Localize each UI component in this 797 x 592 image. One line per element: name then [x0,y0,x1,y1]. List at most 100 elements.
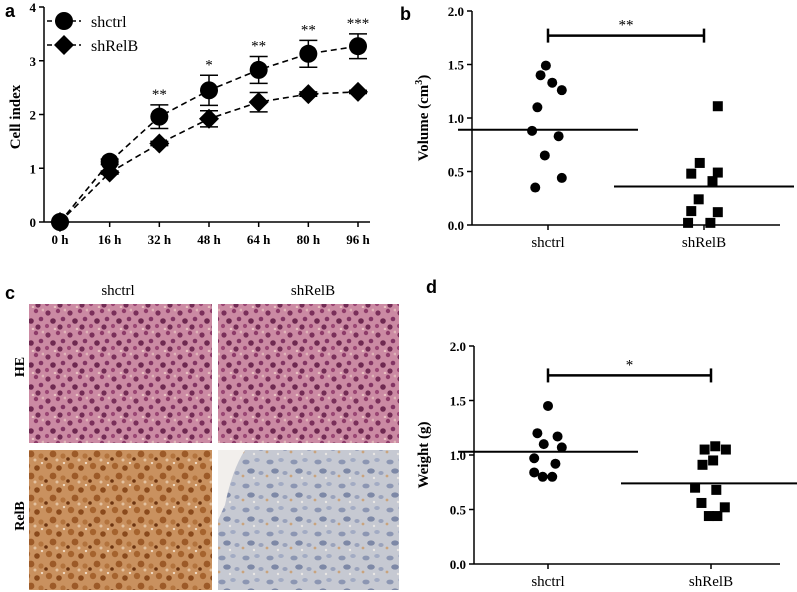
panel-d-ytick-label: 1.5 [450,394,467,409]
panel-b-significance-label: ** [619,18,634,34]
point-shRelB [710,441,720,451]
histology-row-label-relb: RelB [13,501,28,531]
panel-letter-b: b [400,4,411,24]
panel-a-ytick-label: 0 [30,215,37,230]
point-shctrl [557,85,567,95]
panel-b-ytick-label: 0.5 [448,165,465,180]
point-shRelB [695,158,705,168]
point-shRelB [713,101,723,111]
point-shctrl [200,81,218,99]
point-shRelB [712,511,722,521]
histology-header-shrelb: shRelB [291,283,335,299]
panel-d-points: * [458,357,797,521]
panel-d-ytick-label: 1.0 [450,448,466,463]
panel-a-xtick-label: 48 h [197,232,221,247]
legend-marker-shctrl [55,12,73,30]
point-shctrl [553,431,563,441]
point-shctrl [532,102,542,112]
panel-a-xtick-label: 80 h [297,232,321,247]
panel-a-legend: shctrl shRelB [47,12,138,55]
panel-a-xtick-label: 0 h [52,232,70,247]
significance-marker: *** [347,16,370,32]
point-shctrl [349,37,367,55]
point-shRelB [705,218,715,228]
panel-d-ytick-label: 2.0 [450,339,466,354]
point-shRelB [149,134,169,154]
panel-d-ylabel: Weight (g) [416,421,432,488]
point-shctrl [547,78,557,88]
figure: a b c d 012340 h 16 h 32 h 48 h 64 h 80 h 96 h… [0,0,797,592]
point-shctrl [530,183,540,193]
histology-image-he-shctrl [29,304,212,443]
point-shctrl [547,472,557,482]
histology-image-relb-shctrl [29,450,212,590]
point-shRelB [50,212,70,232]
panel-b-points: ** [458,18,794,228]
point-shctrl [299,45,317,63]
panel-a-ytick-label: 2 [30,108,37,123]
point-shRelB [707,176,717,186]
legend-label-shctrl: shctrl [91,14,127,31]
point-shRelB [249,92,269,112]
panel-a-xtick-label: 96 h [346,232,370,247]
panel-a-ylabel: Cell index [8,84,24,149]
point-shRelB [696,498,706,508]
point-shctrl [539,439,549,449]
panel-a-xtick-label: 64 h [247,232,271,247]
point-shctrl [529,453,539,463]
point-shctrl [250,61,268,79]
histology-row-label-he: HE [13,357,28,377]
point-shRelB [711,485,721,495]
histology-image-relb-shrelb [218,450,399,590]
panel-letter-c: c [5,283,15,303]
point-shRelB [720,502,730,512]
significance-marker: ** [301,22,316,38]
point-shctrl [540,150,550,160]
panel-d-ytick-label: 0.0 [450,557,466,572]
panel-b-axes: 0.0 0.5 1.0 1.5 2.0 shctrl shRelB [448,4,780,251]
panel-d-ytick-label: 0.5 [450,503,467,518]
panel-b-ytick-label: 2.0 [448,4,464,19]
panel-b-xtick-label: shRelB [682,235,726,251]
point-shRelB [713,207,723,217]
point-shctrl [529,467,539,477]
legend-label-shrelb: shRelB [91,38,138,55]
panel-c-histology: shctrl shRelB HE RelB [13,283,399,590]
panel-a-ytick-label: 4 [30,0,37,15]
panel-b-ytick-label: 1.5 [448,58,465,73]
point-shRelB [298,84,318,104]
histology-header-shctrl: shctrl [101,283,134,299]
point-shRelB [698,460,708,470]
point-shRelB [199,109,219,129]
panel-d-xtick-label: shctrl [531,574,564,590]
point-shctrl [150,108,168,126]
point-shRelB [713,168,723,178]
point-shRelB [686,169,696,179]
point-shctrl [527,126,537,136]
legend-marker-shrelb [54,35,74,55]
panel-a-xtick-label: 32 h [148,232,172,247]
panel-d-scatter-chart: 0.0 0.5 1.0 1.5 2.0 shctrl shRelB * Weight (g) [416,339,797,590]
panel-b-ytick-label: 0.0 [448,218,464,233]
point-shRelB [686,206,696,216]
point-shRelB [694,194,704,204]
panel-d-significance-label: * [626,357,634,373]
histology-image-he-shrelb [218,304,399,443]
point-shctrl [541,61,551,71]
panel-a-ytick-label: 3 [30,54,37,69]
panel-b-ytick-label: 1.0 [448,111,464,126]
point-shctrl [536,70,546,80]
point-shctrl [550,459,560,469]
point-shRelB [683,218,693,228]
panel-b-xtick-label: shctrl [531,235,564,251]
point-shctrl [554,131,564,141]
panel-letter-a: a [5,1,16,21]
point-shctrl [532,428,542,438]
point-shRelB [348,82,368,102]
point-shctrl [543,401,553,411]
significance-marker: ** [251,38,266,54]
panel-d-xtick-label: shRelB [689,574,733,590]
panel-a-xtick-label: 16 h [98,232,122,247]
significance-marker: * [205,57,213,73]
